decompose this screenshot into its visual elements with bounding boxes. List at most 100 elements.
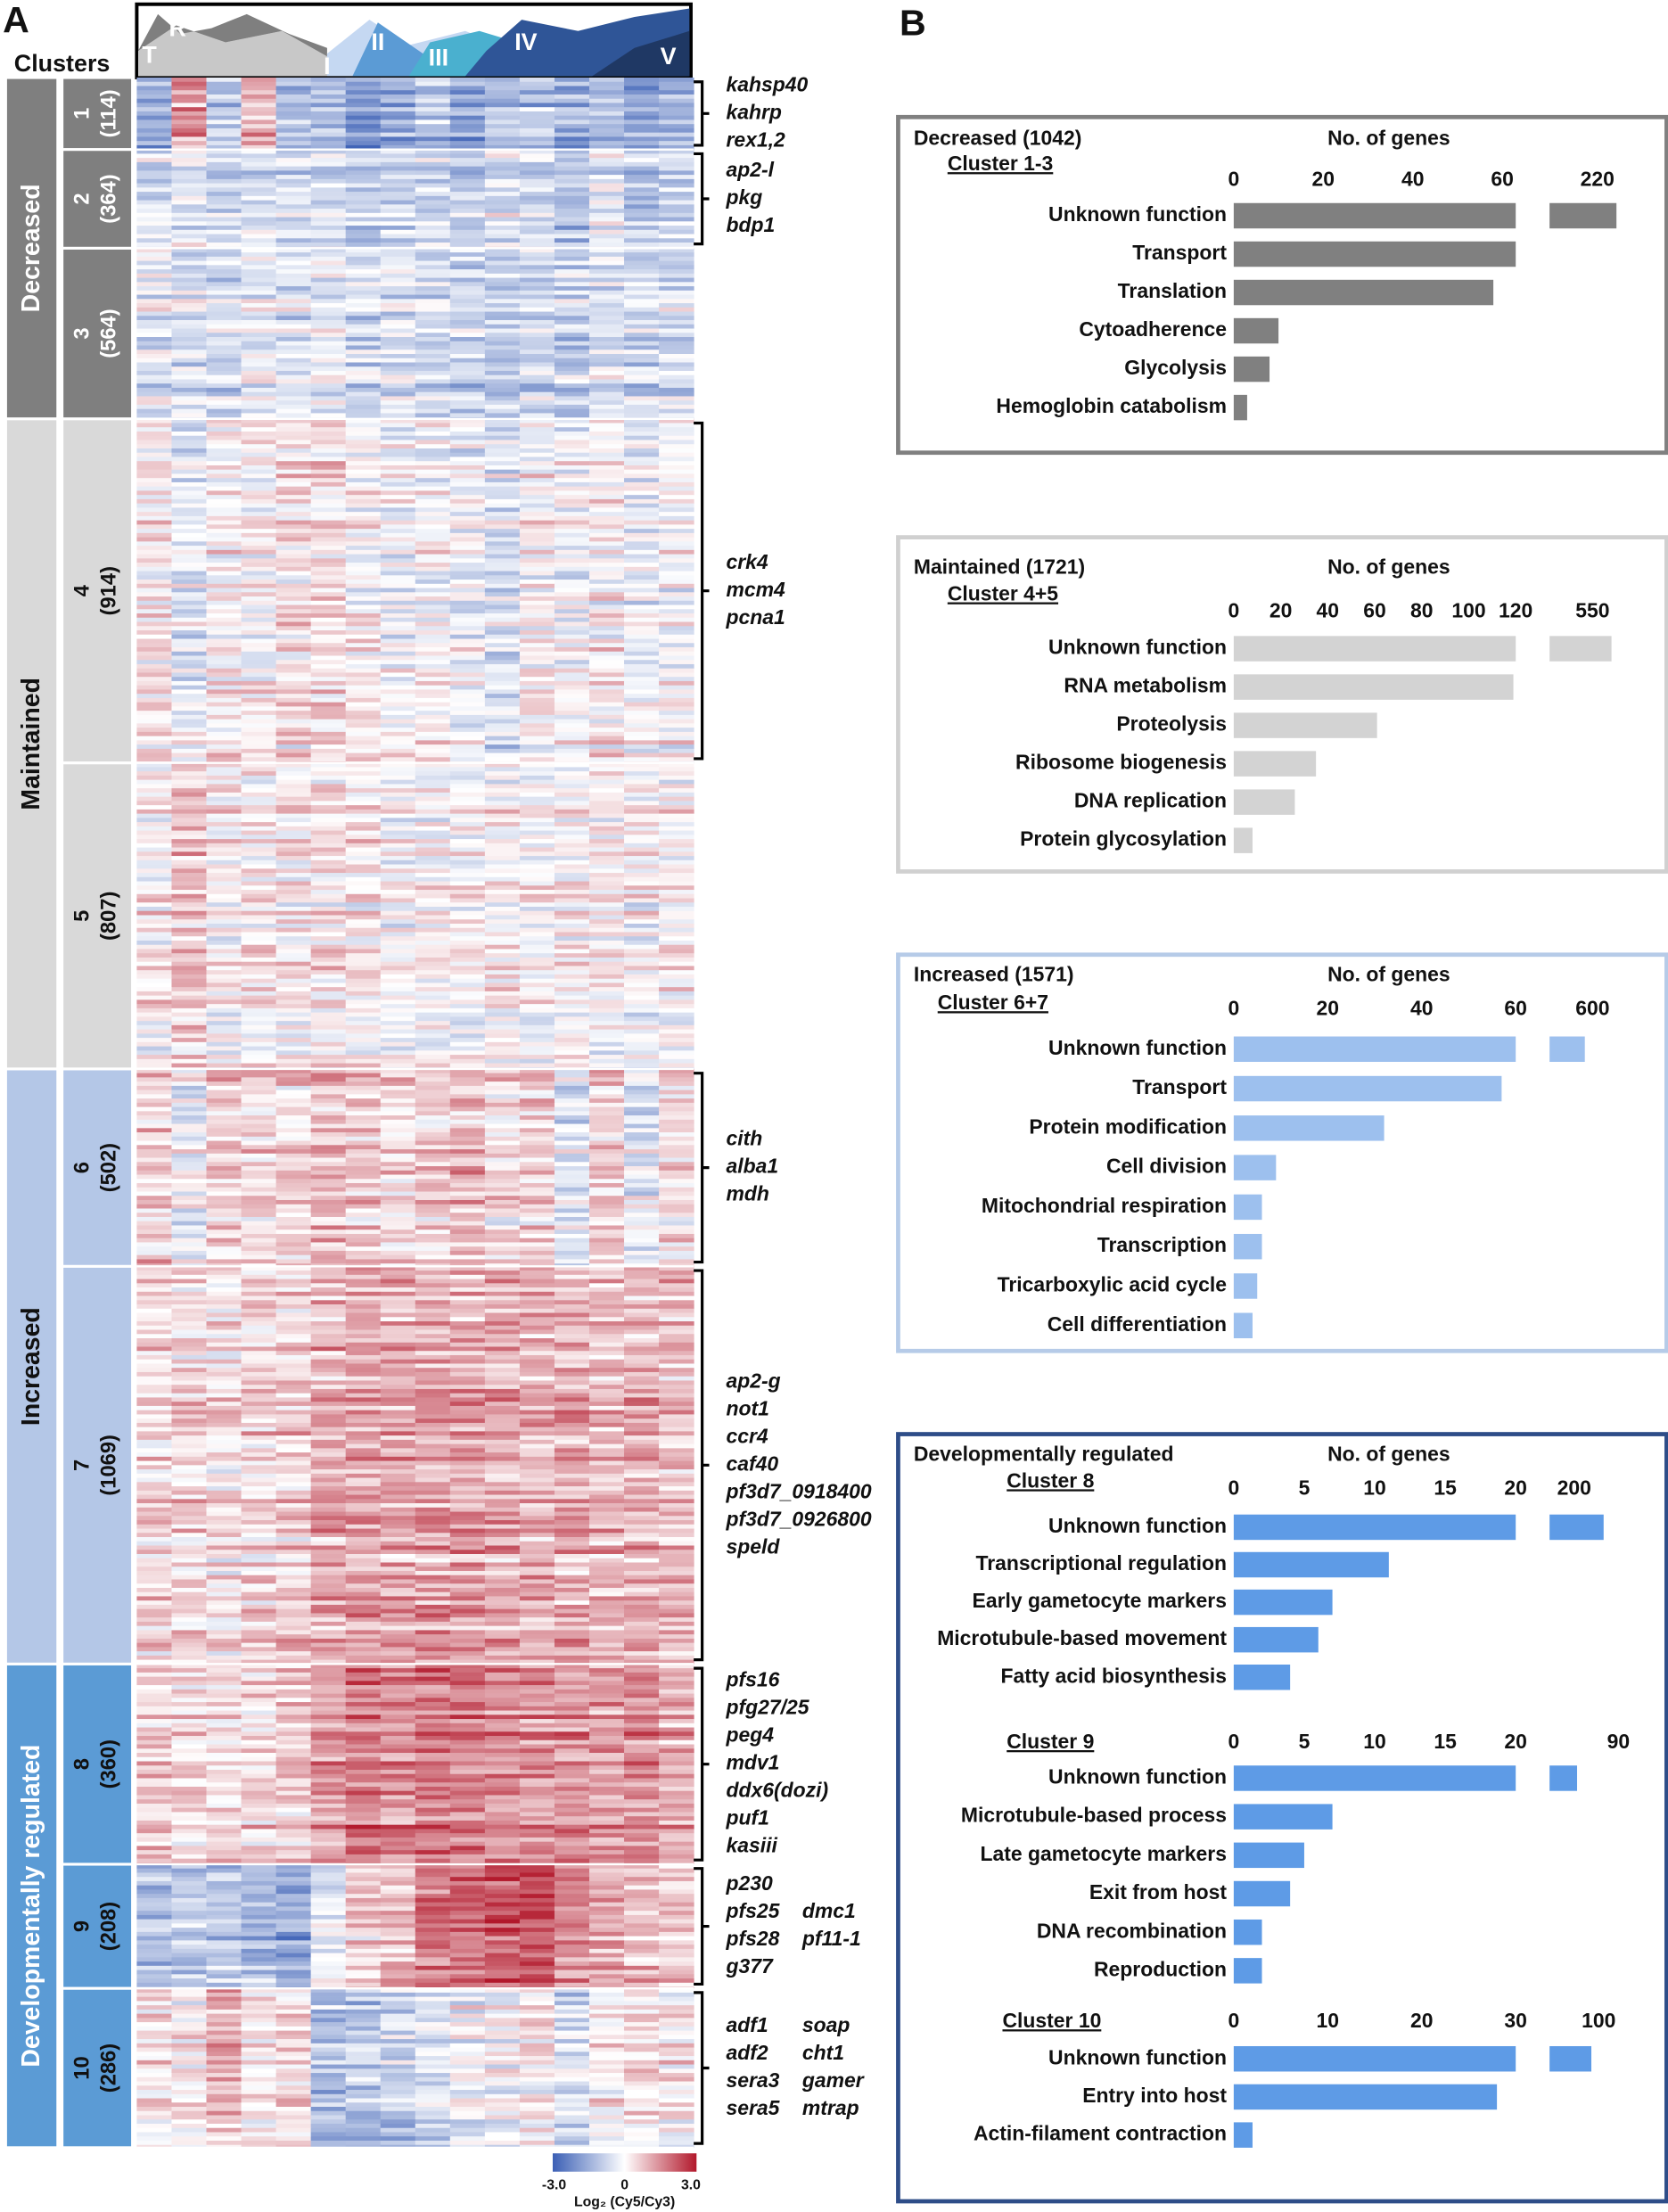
heatmap-cell [136,195,172,201]
heatmap-cell [415,1238,451,1243]
heatmap-cell [310,503,347,508]
heatmap-cell [136,486,172,491]
heatmap-cell [380,932,416,937]
heatmap-cell [659,303,694,308]
heatmap-cell [136,212,172,218]
heatmap-cell [659,830,694,835]
heatmap-cell [554,396,590,401]
heatmap-cell [624,953,660,958]
heatmap-cell [310,779,347,785]
heatmap-cell [136,1325,172,1330]
heatmap-cell [171,400,207,406]
heatmap-cell [484,486,521,491]
heatmap-cell [484,1263,521,1267]
heatmap-cell [554,383,590,389]
heatmap-cell [206,549,242,555]
heatmap-cell [659,634,694,639]
heatmap-cell [206,784,242,789]
heatmap-cell [519,771,555,777]
heatmap-cell [171,362,207,367]
heatmap-cell [554,204,590,210]
heatmap-cell [624,910,660,916]
heatmap-cell [310,1021,347,1026]
heatmap-cell [554,1254,590,1260]
heatmap-cell [241,1266,277,1271]
heatmap-cell [588,813,625,818]
heatmap-cell [310,1342,347,1347]
heatmap-cell [484,1196,521,1201]
heatmap-cell [588,974,625,979]
heatmap-cell [659,1279,694,1284]
heatmap-cell [519,1242,555,1247]
heatmap-cell [345,515,382,521]
heatmap-cell [136,1317,172,1322]
heatmap-cell [415,634,451,639]
heatmap-cell [415,111,451,117]
heatmap-cell [554,580,590,585]
heatmap-cell [519,940,555,946]
heatmap-cell [415,486,451,491]
heatmap-cell [659,680,694,687]
heatmap-cell [624,1187,660,1192]
heatmap-cell [554,316,590,321]
heatmap-cell [519,400,555,406]
heatmap-cell [588,621,625,627]
heatmap-cell [554,689,590,695]
heatmap-cell [519,1132,555,1138]
heatmap-cell [588,1029,625,1034]
heatmap-cell [241,983,277,988]
heatmap-cell [171,1179,207,1184]
heatmap-cell [659,353,694,359]
heatmap-cell [275,269,312,275]
heatmap-cell [136,752,172,758]
heatmap-cell [659,592,694,597]
heatmap-cell [415,1329,451,1335]
heatmap-cell [206,183,242,188]
heatmap-cell [554,448,590,454]
heatmap-cell [206,1055,242,1060]
heatmap-cell [519,1229,555,1235]
heatmap-cell [310,571,347,576]
heatmap-cell [659,1368,694,1373]
heatmap-cell [380,362,416,367]
heatmap-cell [206,1132,242,1138]
heatmap-cell [310,677,347,682]
heatmap-cell [588,1300,625,1305]
heatmap-cell [136,374,172,380]
heatmap-cell [624,1174,660,1180]
heatmap-cell [554,621,590,627]
heatmap-cell [484,1295,521,1301]
heatmap-cell [588,379,625,384]
heatmap-cell [171,200,207,205]
heatmap-cell [206,740,242,745]
heatmap-cell [345,949,382,954]
heatmap-cell [310,680,347,687]
heatmap-cell [484,461,521,466]
heatmap-cell [206,1250,242,1255]
heatmap-cell [136,1016,172,1022]
heatmap-cell [449,580,486,585]
heatmap-cell [624,277,660,283]
heatmap-cell [554,435,590,440]
heatmap-cell [519,435,555,440]
heatmap-cell [415,1325,451,1330]
heatmap-cell [241,1090,277,1095]
heatmap-cell [484,311,521,317]
heatmap-cell [275,1106,312,1112]
heatmap-cell [345,1136,382,1141]
heatmap-cell [380,212,416,218]
heatmap-cell [275,234,312,239]
heatmap-cell [449,592,486,597]
heatmap-cell [345,1004,382,1009]
heatmap-cell [519,1354,555,1361]
heatmap-cell [310,1359,347,1364]
heatmap-cell [588,575,625,580]
heatmap-cell [171,885,207,891]
heatmap-cell [415,966,451,971]
heatmap-cell [136,396,172,401]
heatmap-cell [554,515,590,521]
heatmap-cell [310,1128,347,1133]
heatmap-cell [659,714,694,720]
heatmap-cell [449,1050,486,1056]
heatmap-cell [206,978,242,983]
